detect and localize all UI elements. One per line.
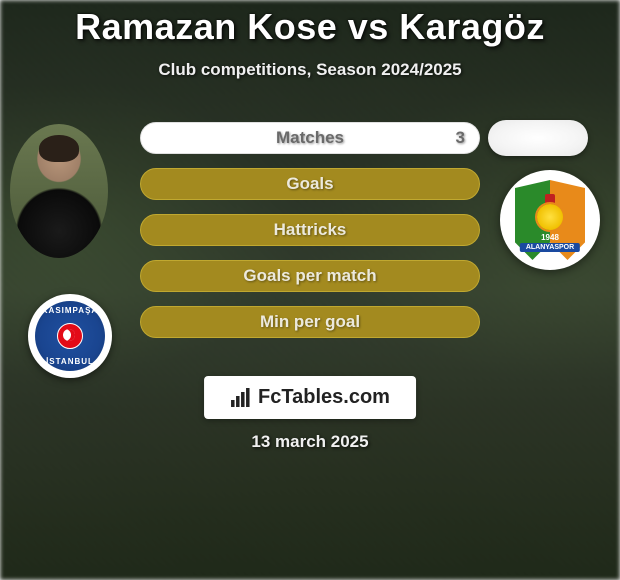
infographic-container: Ramazan Kose vs Karagöz Club competition… — [0, 0, 620, 580]
source-attribution: FcTables.com — [204, 376, 416, 419]
stat-row-hattricks: Hattricks — [140, 214, 480, 246]
competition-subtitle: Club competitions, Season 2024/2025 — [0, 60, 620, 80]
club2-shield: 1948 ALANYASPOR — [515, 180, 585, 260]
stat-matches-p2: 3 — [456, 128, 465, 148]
player2-club-badge: 1948 ALANYASPOR — [500, 170, 600, 270]
club2-year: 1948 — [541, 233, 559, 242]
club2-banner: ALANYASPOR — [520, 243, 580, 252]
player1-club-badge: KASIMPAŞA İSTANBUL — [28, 294, 112, 378]
stat-goals-label: Goals — [286, 174, 333, 194]
stat-row-mpg: Min per goal — [140, 306, 480, 338]
player1-photo — [10, 124, 108, 258]
attribution-text: FcTables.com — [258, 386, 390, 409]
stat-hattricks-label: Hattricks — [274, 220, 347, 240]
comparison-title: Ramazan Kose vs Karagöz — [0, 0, 620, 48]
club1-inner-circle: KASIMPAŞA İSTANBUL — [35, 301, 105, 371]
snapshot-date: 13 march 2025 — [0, 432, 620, 452]
club1-name-bottom: İSTANBUL — [37, 357, 103, 366]
club1-name-top: KASIMPAŞA — [37, 306, 103, 315]
stat-row-goals: Goals — [140, 168, 480, 200]
stats-list: Matches 3 Goals Hattricks Goals per match Min… — [140, 122, 480, 352]
stat-mpg-label: Min per goal — [260, 312, 360, 332]
stat-row-matches: Matches 3 — [140, 122, 480, 154]
player1-hair — [39, 135, 78, 162]
stat-matches-label: Matches — [276, 128, 344, 148]
stat-gpm-label: Goals per match — [243, 266, 376, 286]
bar-chart-icon — [230, 388, 252, 408]
player2-photo-placeholder — [488, 120, 588, 156]
club2-sun-icon — [537, 204, 563, 230]
stat-row-gpm: Goals per match — [140, 260, 480, 292]
turkish-flag-icon — [57, 323, 83, 349]
